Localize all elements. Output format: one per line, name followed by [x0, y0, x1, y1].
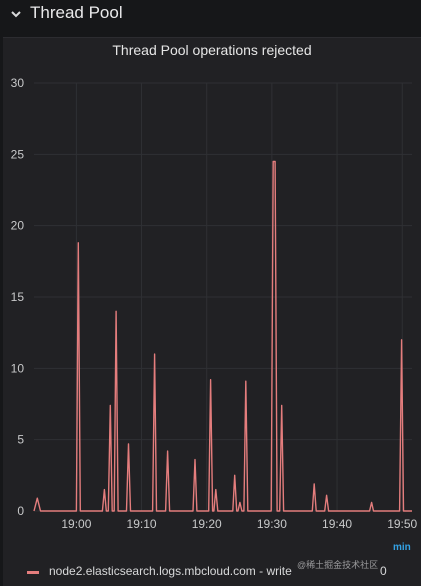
units-label: min	[393, 542, 411, 553]
row-title: Thread Pool	[30, 3, 123, 22]
y-tick-label: 30	[11, 76, 25, 90]
row-header[interactable]: Thread Pool	[0, 0, 421, 34]
y-tick-label: 0	[17, 504, 24, 518]
y-tick-label: 20	[11, 219, 25, 233]
x-tick-label: 19:40	[322, 517, 352, 531]
x-tick-label: 19:20	[192, 517, 222, 531]
chevron-down-icon[interactable]	[9, 7, 23, 21]
legend-swatch[interactable]	[27, 571, 39, 574]
watermark: @稀土掘金技术社区	[297, 560, 379, 570]
series-line[interactable]	[33, 160, 412, 512]
x-tick-label: 19:00	[61, 517, 91, 531]
legend-series-label[interactable]: node2.elasticsearch.logs.mbcloud.com - w…	[49, 564, 292, 578]
x-tick-label: 19:50	[387, 517, 417, 531]
y-tick-label: 10	[11, 361, 25, 375]
x-tick-label: 19:10	[127, 517, 157, 531]
y-tick-label: 15	[11, 290, 25, 304]
y-tick-label: 25	[11, 147, 25, 161]
chart-series	[33, 160, 412, 512]
x-axis: 19:00 19:10 19:20 19:30 19:40 19:50	[61, 517, 417, 531]
legend-series-value: 0	[380, 564, 387, 578]
panel-title[interactable]: Thread Pool operations rejected	[112, 42, 312, 58]
graph-panel: Thread Pool operations rejected 0 5 10 15 20…	[3, 37, 421, 586]
legend[interactable]: node2.elasticsearch.logs.mbcloud.com - w…	[3, 562, 421, 582]
chart-grid	[34, 82, 412, 512]
y-axis: 0 5 10 15 20 25 30	[11, 76, 25, 518]
y-tick-label: 5	[17, 433, 24, 447]
x-tick-label: 19:30	[257, 517, 287, 531]
